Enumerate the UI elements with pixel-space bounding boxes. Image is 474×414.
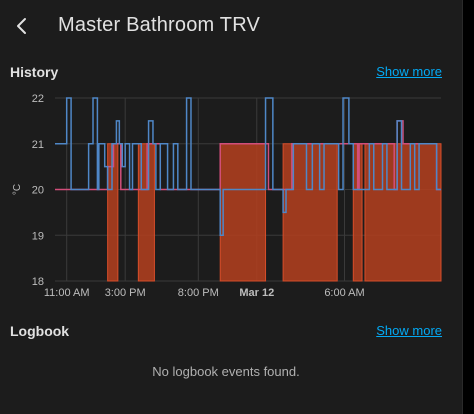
page-header: Master Bathroom TRV (0, 0, 462, 52)
history-section-title: History (10, 64, 59, 80)
x-tick-label: 3:00 PM (105, 287, 146, 299)
y-axis-label: °C (12, 184, 23, 195)
x-tick-label: 8:00 PM (178, 287, 219, 299)
history-show-more-link[interactable]: Show more (376, 64, 442, 79)
page-title: Master Bathroom TRV (58, 14, 261, 36)
heating-area (219, 143, 267, 282)
x-tick-label: 6:00 AM (324, 287, 364, 299)
x-tick-label: Mar 12 (239, 287, 274, 299)
y-tick-label: 19 (32, 230, 44, 242)
y-tick-label: 21 (32, 139, 44, 151)
logbook-empty-message: No logbook events found. (152, 364, 300, 379)
history-panel: Master Bathroom TRV History Show more 22… (0, 0, 463, 414)
logbook-section-title: Logbook (10, 323, 70, 339)
arrow-left-icon[interactable] (10, 14, 34, 38)
current-temperature-line (55, 97, 441, 236)
y-tick-label: 18 (32, 276, 44, 288)
x-tick-label: 11:00 AM (44, 287, 90, 299)
arrow-left-icon-svg (17, 18, 26, 34)
heating-area (364, 143, 442, 282)
y-tick-label: 22 (32, 93, 44, 105)
logbook-show-more-link[interactable]: Show more (376, 323, 442, 338)
y-tick-label: 20 (32, 185, 44, 197)
